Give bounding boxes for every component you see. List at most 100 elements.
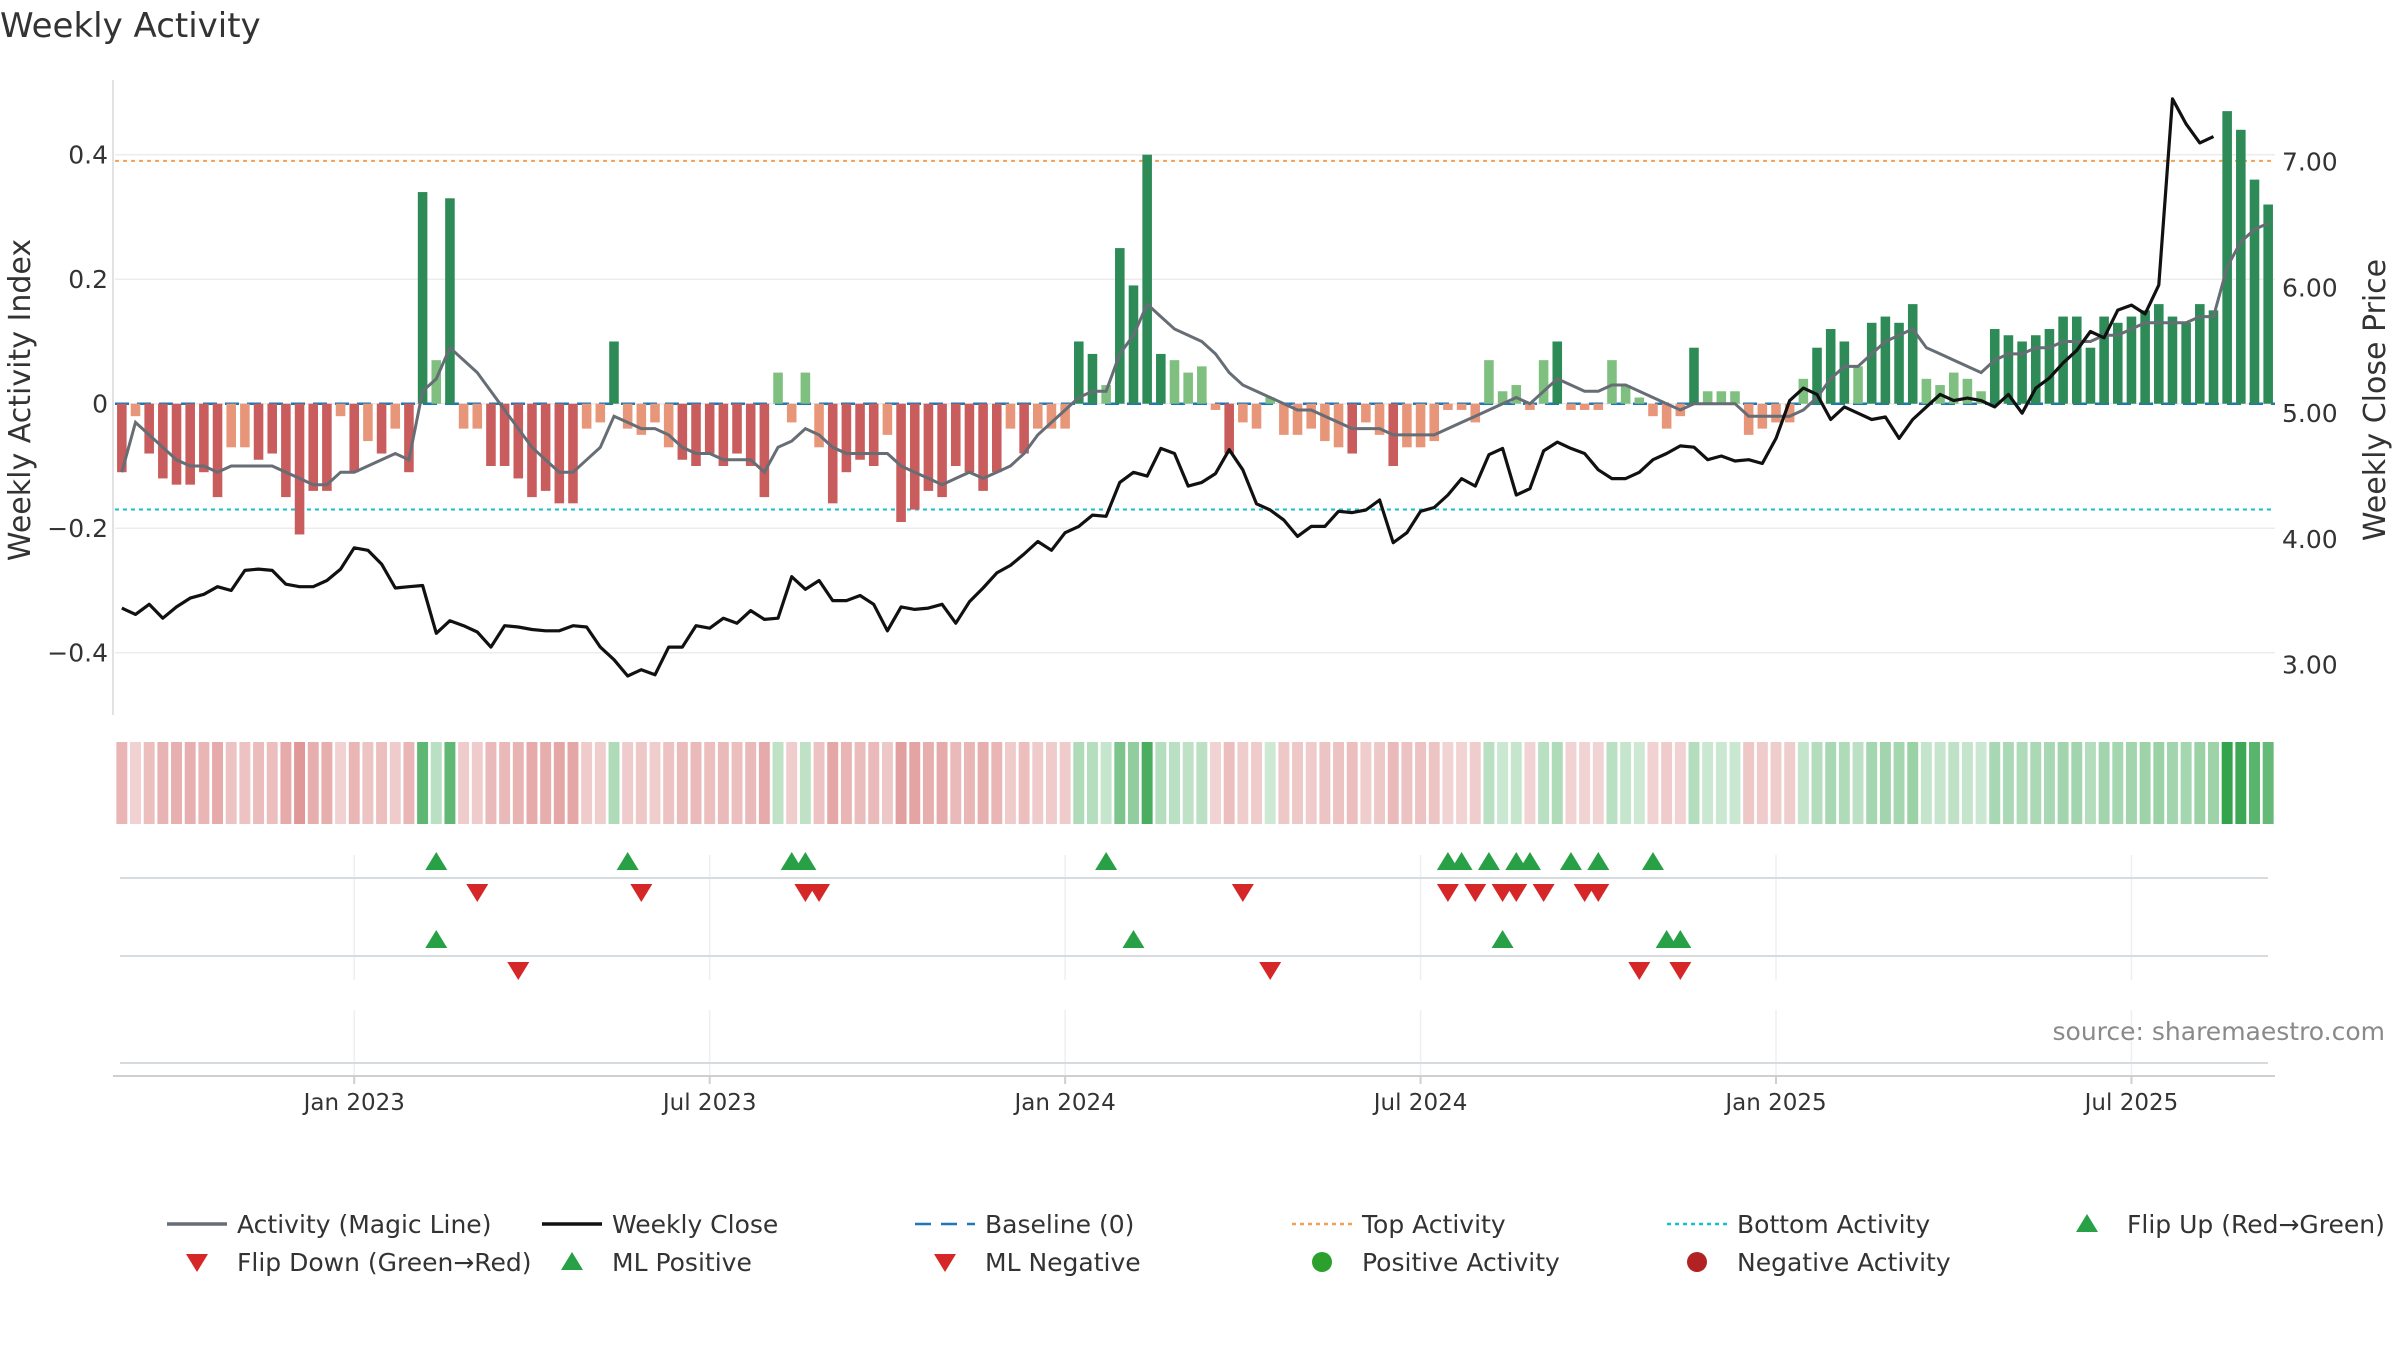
heat-cell bbox=[130, 742, 141, 824]
activity-bar bbox=[964, 403, 975, 473]
activity-bar bbox=[2195, 304, 2205, 404]
heat-cell bbox=[963, 742, 975, 824]
activity-bar bbox=[937, 403, 947, 498]
heat-cell bbox=[1989, 742, 2001, 824]
activity-bar bbox=[855, 403, 865, 460]
flip-up-marker bbox=[1450, 852, 1473, 870]
heat-cell bbox=[1210, 742, 1221, 824]
heat-cell bbox=[376, 742, 388, 824]
activity-bar bbox=[1634, 397, 1645, 404]
activity-bar bbox=[1429, 403, 1440, 442]
heat-cell bbox=[1251, 742, 1262, 824]
legend-label: Positive Activity bbox=[1362, 1248, 1560, 1277]
heat-cell bbox=[2208, 742, 2219, 824]
heat-cell bbox=[1592, 742, 1604, 824]
activity-bar bbox=[1730, 391, 1740, 404]
weekly-close-line bbox=[121, 97, 2215, 678]
legend-item: Top Activity bbox=[1292, 1210, 1506, 1239]
heat-cell bbox=[225, 742, 237, 824]
activity-bar bbox=[2236, 129, 2246, 404]
activity-bar bbox=[1374, 403, 1385, 435]
activity-bar bbox=[1443, 403, 1453, 410]
activity-bar bbox=[1976, 391, 1986, 404]
heat-cell bbox=[1620, 742, 1632, 824]
activity-bar bbox=[1511, 385, 1522, 404]
activity-bar bbox=[1839, 341, 1850, 404]
activity-bar bbox=[2181, 322, 2191, 404]
activity-bar bbox=[1579, 403, 1590, 410]
heat-cell bbox=[1961, 742, 1973, 824]
heat-cell bbox=[1237, 742, 1249, 824]
activity-bar bbox=[363, 403, 373, 442]
flip-up-marker bbox=[1518, 852, 1541, 870]
activity-bar bbox=[1402, 403, 1412, 448]
activity-bar bbox=[991, 403, 1002, 473]
activity-bar bbox=[650, 403, 660, 423]
heat-cell bbox=[499, 742, 511, 824]
activity-bar bbox=[1566, 403, 1576, 410]
heat-cell bbox=[1975, 742, 1987, 824]
heat-cell bbox=[608, 742, 620, 824]
heat-cell bbox=[717, 742, 729, 824]
ml-positive-marker bbox=[425, 930, 448, 948]
legend-label: Bottom Activity bbox=[1737, 1210, 1930, 1239]
y2-tick-label: 4.00 bbox=[2282, 525, 2338, 554]
flip-up-marker bbox=[425, 852, 448, 870]
heat-cell bbox=[1374, 742, 1386, 824]
activity-bar bbox=[527, 403, 537, 498]
activity-bar bbox=[2208, 310, 2219, 404]
legend-label: Baseline (0) bbox=[985, 1210, 1134, 1239]
heat-cell bbox=[567, 742, 579, 824]
activity-bar bbox=[1607, 360, 1617, 404]
heat-cell bbox=[1401, 742, 1413, 824]
activity-bar bbox=[1593, 403, 1604, 410]
activity-bar bbox=[404, 403, 414, 473]
heat-cell bbox=[1087, 742, 1098, 824]
x-axis: Jan 2023 Jul 2023 Jan 2024 Jul 2024 Jan 2025… bbox=[113, 1075, 2275, 1116]
activity-bar bbox=[1197, 366, 1207, 404]
legend-item: Flip Up (Red→Green) bbox=[2076, 1210, 2385, 1239]
heat-cell bbox=[1004, 742, 1016, 824]
heat-cell bbox=[1510, 742, 1522, 824]
heat-cell bbox=[1483, 742, 1495, 824]
heat-cell bbox=[745, 742, 757, 824]
activity-bar bbox=[2263, 204, 2273, 404]
activity-bar bbox=[144, 403, 154, 454]
heat-cell bbox=[690, 742, 702, 824]
activity-bar bbox=[2222, 111, 2232, 404]
activity-bar bbox=[1716, 391, 1727, 404]
heat-cell bbox=[171, 742, 182, 824]
heat-cell bbox=[1702, 742, 1714, 824]
activity-bar bbox=[267, 403, 277, 454]
heat-cell bbox=[1756, 742, 1768, 824]
activity-bar bbox=[1415, 403, 1426, 448]
heat-cell bbox=[1715, 742, 1727, 824]
heat-cell bbox=[936, 742, 948, 824]
activity-bar bbox=[2140, 310, 2150, 404]
activity-bar bbox=[1101, 385, 1111, 404]
heat-cell bbox=[2071, 742, 2083, 824]
heat-cell bbox=[2112, 742, 2124, 824]
heat-cell bbox=[1456, 742, 1468, 824]
activity-bar bbox=[322, 403, 332, 491]
activity-bar bbox=[759, 403, 770, 498]
heat-cell bbox=[1018, 742, 1030, 824]
activity-bar bbox=[1962, 378, 1973, 404]
flip-up-marker bbox=[1095, 852, 1118, 870]
heat-cell bbox=[581, 742, 593, 824]
heat-cell bbox=[430, 742, 442, 824]
activity-bar bbox=[2099, 316, 2109, 404]
heat-cell bbox=[594, 742, 606, 824]
flip-down-marker bbox=[808, 884, 831, 902]
activity-bar bbox=[486, 403, 496, 466]
activity-bar bbox=[2030, 335, 2041, 404]
legend-swatch bbox=[186, 1254, 208, 1272]
activity-bar bbox=[1771, 403, 1781, 423]
activity-bar bbox=[499, 403, 510, 466]
ml-negative-marker bbox=[507, 962, 530, 980]
heat-cell bbox=[198, 742, 210, 824]
heat-cell bbox=[485, 742, 497, 824]
heat-cell bbox=[2002, 742, 2014, 824]
heat-cell bbox=[417, 742, 429, 824]
activity-bar bbox=[2249, 179, 2260, 404]
